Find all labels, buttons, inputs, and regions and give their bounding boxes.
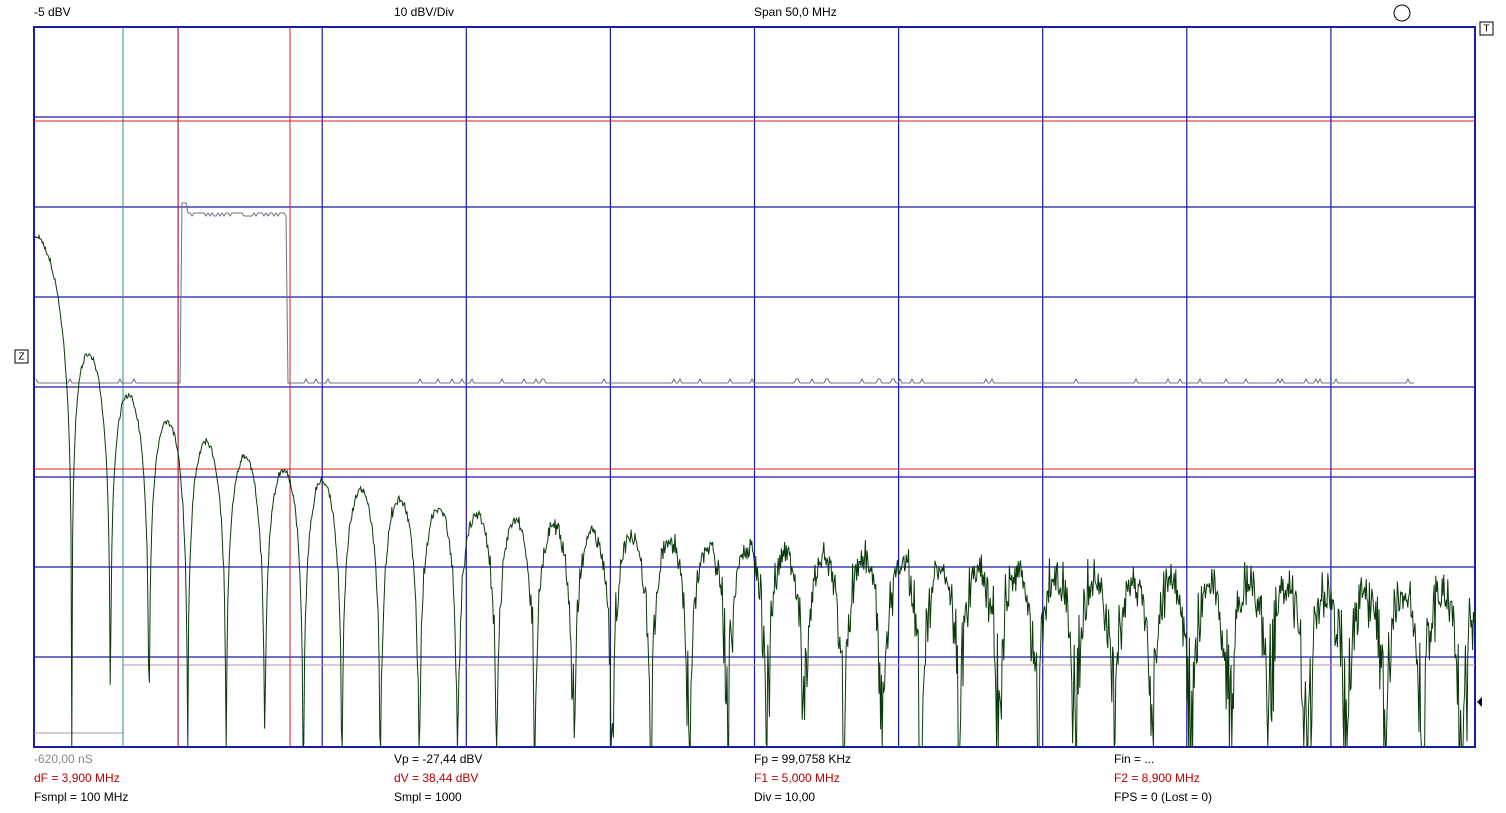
trigger-label: T — [1483, 24, 1489, 35]
readout: Smpl = 1000 — [394, 790, 462, 804]
level-arrow — [1477, 697, 1482, 707]
spectrum-trace — [34, 233, 1476, 748]
readout: Vp = -27,44 dBV — [394, 752, 482, 766]
readout: Fp = 99,0758 KHz — [754, 752, 851, 766]
readouts: -620,00 nS Vp = -27,44 dBV Fp = 99,0758 KH… — [34, 752, 1212, 804]
scale: 10 dBV/Div — [394, 5, 454, 19]
trigger-marker — [1479, 21, 1494, 36]
readout: dV = 38,44 dBV — [394, 771, 478, 785]
time-trace — [35, 202, 1414, 385]
span: Span 50,0 MHz — [754, 5, 837, 19]
readout: F1 = 5,000 MHz — [754, 771, 840, 785]
readout: dF = 3,900 MHz — [34, 771, 120, 785]
readout: FPS = 0 (Lost = 0) — [1114, 790, 1212, 804]
readout: Fin = ... — [1114, 752, 1154, 766]
readout: F2 = 8,900 MHz — [1114, 771, 1200, 785]
status-icon[interactable] — [1393, 4, 1411, 22]
readout: -620,00 nS — [34, 752, 93, 766]
readout: Fsmpl = 100 MHz — [34, 790, 128, 804]
grid — [34, 27, 1475, 747]
level: -5 dBV — [34, 5, 71, 19]
frame — [33, 26, 1476, 748]
zero-label: Z — [18, 352, 24, 363]
readout: Div = 10,00 — [754, 790, 815, 804]
zero-marker — [14, 349, 29, 364]
